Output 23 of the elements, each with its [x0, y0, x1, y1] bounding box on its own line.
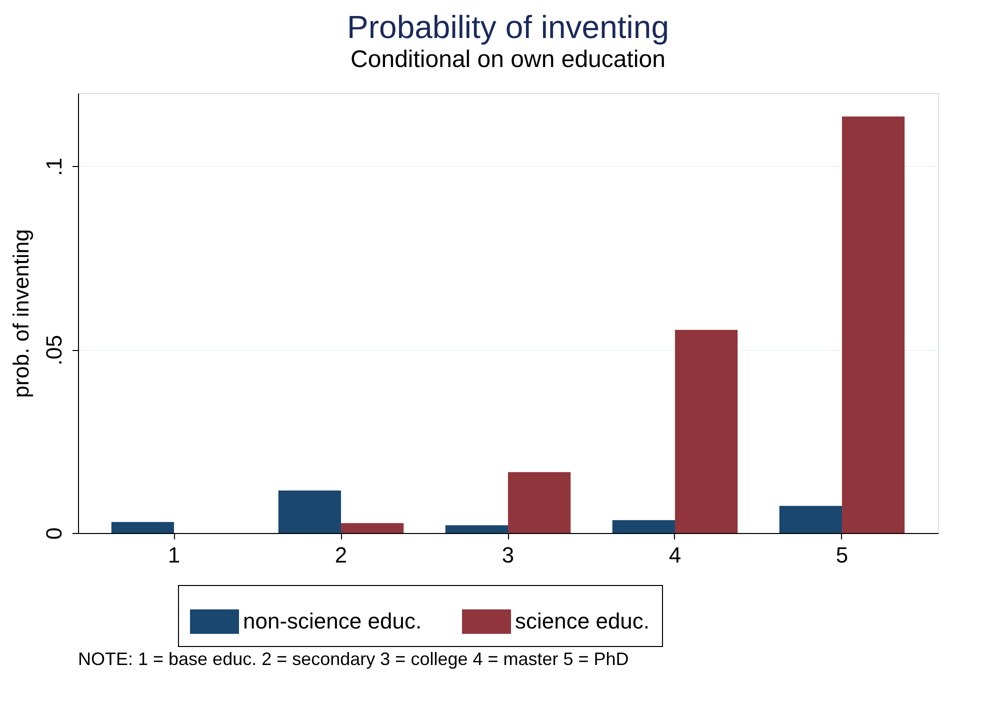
- y-tick-label: 0: [42, 527, 66, 540]
- bar: [842, 116, 905, 533]
- bar: [779, 506, 842, 533]
- chart-subtitle: Conditional on own education: [350, 46, 666, 73]
- x-tick-label: 5: [836, 542, 848, 568]
- legend-label: non-science educ.: [243, 608, 422, 634]
- bar: [111, 522, 174, 533]
- text: NOTE: 1 = base educ. 2 = secondary 3 = college 4 = master 5 = PhD: [78, 649, 629, 669]
- bar: [612, 520, 675, 533]
- x-tick-label: 3: [502, 542, 514, 568]
- y-tick-label: .05: [42, 334, 66, 366]
- bar: [508, 472, 571, 533]
- x-tick-label: 1: [168, 542, 180, 568]
- bar: [341, 523, 404, 533]
- y-tick-label: .1: [42, 158, 66, 176]
- x-tick-label: 2: [334, 542, 348, 568]
- bar: [445, 525, 508, 533]
- bar: [278, 490, 342, 533]
- bar: [674, 330, 738, 533]
- legend-label: science educ.: [515, 608, 650, 634]
- x-tick-label: 4: [668, 542, 682, 568]
- chart-title: Probability of inventing: [347, 9, 669, 45]
- y-axis-title: prob. of inventing: [8, 229, 34, 398]
